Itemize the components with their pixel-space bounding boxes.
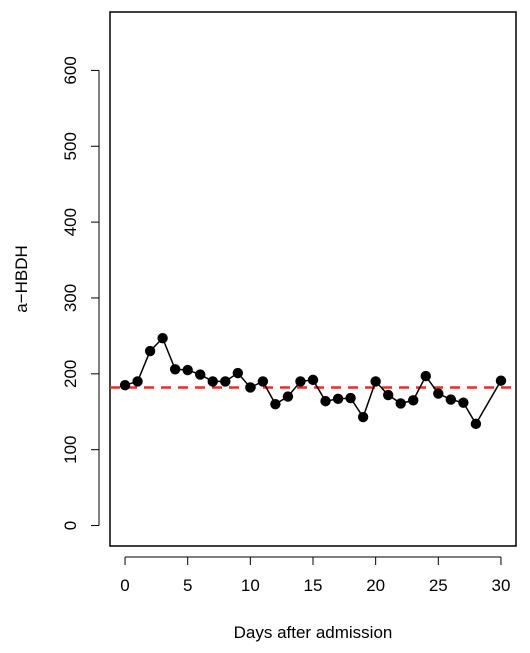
x-tick-label: 25 [429, 576, 448, 595]
data-point [195, 369, 206, 380]
data-point [132, 376, 143, 387]
data-point [119, 379, 131, 391]
y-tick-label: 300 [61, 284, 80, 312]
data-point [370, 376, 381, 387]
data-point [495, 375, 507, 386]
y-axis: 0 100 200 300 400 500 600 [61, 56, 100, 530]
data-point [169, 364, 181, 375]
data-point [207, 376, 218, 387]
x-tick-label: 15 [304, 576, 323, 595]
data-point [182, 364, 193, 376]
data-point [245, 382, 256, 393]
x-tick-label: 5 [183, 576, 192, 595]
data-point [420, 370, 431, 382]
x-tick-label: 30 [492, 576, 511, 595]
data-point [445, 394, 457, 405]
data-point [458, 397, 469, 408]
series-layer [119, 332, 507, 430]
y-tick-label: 400 [61, 208, 80, 236]
x-tick-label: 10 [241, 576, 260, 595]
x-tick-label: 0 [120, 576, 129, 595]
data-point [345, 392, 356, 404]
data-point [307, 374, 319, 386]
data-point [295, 376, 306, 387]
data-point [270, 398, 281, 410]
data-point [357, 411, 369, 423]
y-tick-label: 0 [61, 521, 80, 530]
y-tick-label: 100 [61, 435, 80, 463]
data-point [332, 393, 344, 405]
data-point [282, 391, 294, 402]
data-point [320, 395, 331, 407]
data-point [232, 367, 244, 379]
x-axis: 0 5 10 15 20 25 30 [120, 556, 511, 595]
data-point [395, 398, 406, 409]
y-tick-label: 200 [61, 360, 80, 388]
data-point [408, 395, 419, 406]
data-point [144, 345, 156, 357]
data-point [470, 418, 482, 430]
data-point [382, 389, 394, 401]
x-tick-label: 20 [366, 576, 385, 595]
x-axis-label: Days after admission [234, 623, 393, 642]
y-tick-label: 500 [61, 132, 80, 160]
plot-frame [109, 11, 517, 547]
y-axis-label: a−HBDH [12, 245, 31, 313]
data-point [157, 332, 168, 344]
y-tick-label: 600 [61, 56, 80, 84]
data-point [433, 388, 444, 399]
data-point [220, 376, 231, 387]
data-point [257, 376, 269, 387]
